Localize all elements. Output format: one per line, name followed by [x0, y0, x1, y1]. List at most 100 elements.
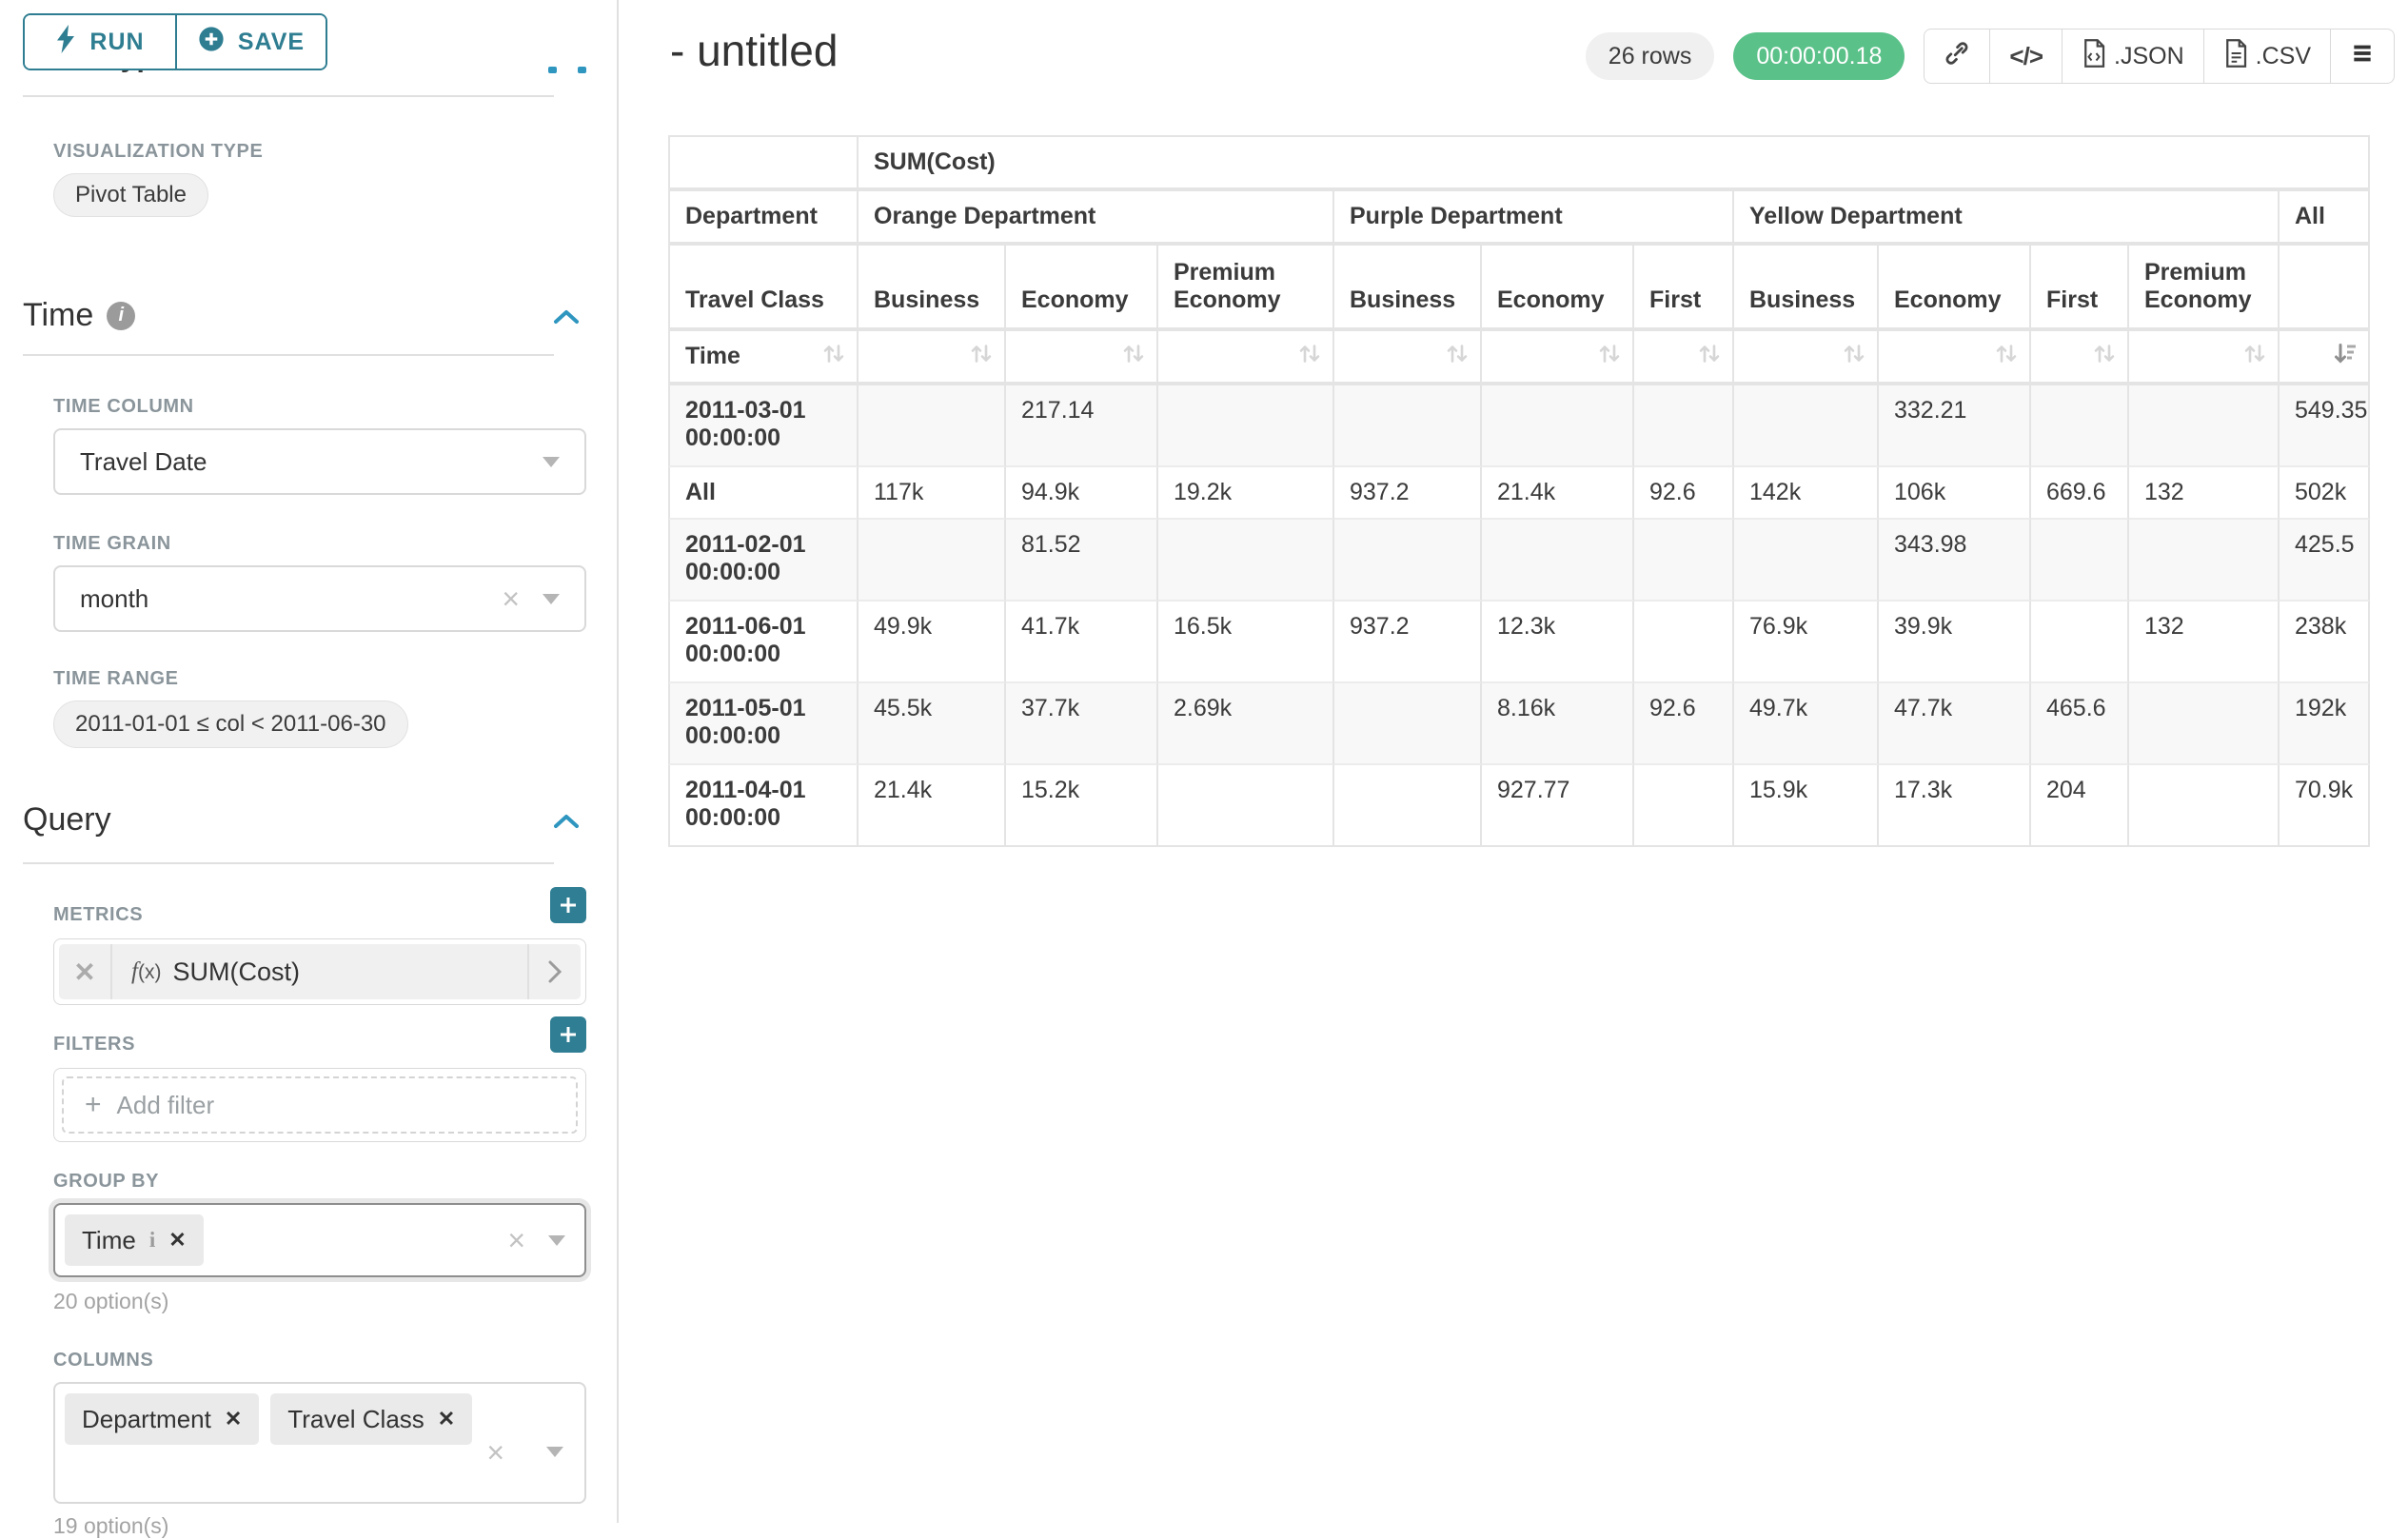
chevron-right-icon[interactable]: [527, 944, 581, 999]
col-sort-header[interactable]: [1879, 331, 2031, 385]
add-metric-button[interactable]: [550, 887, 586, 923]
pivot-cell: 669.6: [2031, 467, 2129, 520]
chevron-up-icon[interactable]: [552, 308, 581, 326]
menu-icon: [2350, 41, 2375, 72]
pivot-cell: [1634, 765, 1734, 847]
clear-icon[interactable]: ×: [507, 1225, 525, 1255]
remove-tag-icon[interactable]: ✕: [438, 1407, 455, 1431]
col-sort-header[interactable]: [2280, 331, 2370, 385]
view-query-button[interactable]: </>: [1990, 30, 2063, 83]
metric-pill[interactable]: ✕ f(x) SUM(Cost): [59, 944, 581, 999]
time-column-select[interactable]: Travel Date: [53, 428, 586, 495]
bolt-icon: [55, 25, 76, 60]
sort-desc-icon[interactable]: [2332, 340, 2359, 373]
group-by-tag-time[interactable]: Time i ✕: [65, 1214, 204, 1266]
pivot-cell: 92.6: [1634, 683, 1734, 765]
pivot-cell: [1482, 520, 1634, 602]
pivot-cell: 502k: [2280, 467, 2370, 520]
pivot-cell: [1334, 765, 1482, 847]
add-filter-button[interactable]: + Add filter: [62, 1076, 578, 1134]
columns-tag-travel-class[interactable]: Travel Class ✕: [270, 1393, 472, 1445]
group-by-select[interactable]: Time i ✕ ×: [53, 1203, 586, 1277]
columns-select[interactable]: Department ✕ Travel Class ✕ ×: [53, 1382, 586, 1504]
sort-icon[interactable]: [820, 340, 847, 373]
remove-metric-icon[interactable]: ✕: [59, 944, 112, 999]
remove-tag-icon[interactable]: ✕: [168, 1228, 186, 1253]
pivot-cell: 16.5k: [1158, 602, 1334, 683]
pivot-cell: [1634, 520, 1734, 602]
more-menu-button[interactable]: [2331, 30, 2394, 83]
col-sort-header[interactable]: [1334, 331, 1482, 385]
col-sort-header[interactable]: [1482, 331, 1634, 385]
run-button[interactable]: RUN: [25, 15, 175, 69]
pivot-cell: [1734, 385, 1879, 467]
pivot-cell: [1734, 520, 1879, 602]
export-csv-button[interactable]: .CSV: [2204, 30, 2331, 83]
clear-icon[interactable]: ×: [486, 1437, 504, 1468]
chevron-up-icon[interactable]: [552, 813, 581, 830]
pivot-cell: 465.6: [2031, 683, 2129, 765]
tag-label: Department: [82, 1405, 211, 1434]
panel-topbar: RUN SAVE: [0, 0, 617, 70]
col-sort-header[interactable]: [1734, 331, 1879, 385]
export-json-button[interactable]: .JSON: [2063, 30, 2204, 83]
sort-icon[interactable]: [2241, 340, 2268, 373]
pivot-cell: 142k: [1734, 467, 1879, 520]
chart-title[interactable]: - untitled: [670, 25, 838, 76]
time-range-pill[interactable]: 2011-01-01 ≤ col < 2011-06-30: [53, 700, 408, 748]
sort-icon[interactable]: [1444, 340, 1470, 373]
add-filter-plus-button[interactable]: [550, 1016, 586, 1053]
remove-tag-icon[interactable]: ✕: [225, 1407, 242, 1431]
time-grain-select[interactable]: month ×: [53, 565, 586, 632]
pivot-cell: 94.9k: [1006, 467, 1158, 520]
pivot-cell: 425.5: [2280, 520, 2370, 602]
pivot-cell: [859, 520, 1006, 602]
col-sort-header[interactable]: [1158, 331, 1334, 385]
pivot-cell: 117k: [859, 467, 1006, 520]
add-filter-label: Add filter: [117, 1091, 215, 1120]
pivot-cell: 238k: [2280, 602, 2370, 683]
columns-tag-department[interactable]: Department ✕: [65, 1393, 259, 1445]
sort-icon[interactable]: [1993, 340, 2020, 373]
sort-icon[interactable]: [1696, 340, 1723, 373]
col-sort-header[interactable]: [1634, 331, 1734, 385]
group-by-options-note: 20 option(s): [53, 1289, 168, 1314]
code-icon: </>: [2009, 42, 2043, 71]
pivot-cell: 45.5k: [859, 683, 1006, 765]
save-button[interactable]: SAVE: [175, 15, 326, 69]
tag-label: Travel Class: [287, 1405, 424, 1434]
time-range-label: TIME RANGE: [53, 668, 179, 690]
pivot-cell: 76.9k: [1734, 602, 1879, 683]
pivot-cell: 15.2k: [1006, 765, 1158, 847]
sort-icon[interactable]: [1120, 340, 1147, 373]
pivot-cell: 81.52: [1006, 520, 1158, 602]
pivot-row-label: 2011-02-01 00:00:00: [668, 520, 859, 602]
clear-icon[interactable]: ×: [502, 583, 520, 614]
sort-icon[interactable]: [1596, 340, 1623, 373]
col-sort-header[interactable]: [1006, 331, 1158, 385]
sort-icon[interactable]: [1296, 340, 1323, 373]
sort-icon[interactable]: [1841, 340, 1867, 373]
pivot-cell: 17.3k: [1879, 765, 2031, 847]
col-sort-header[interactable]: [859, 331, 1006, 385]
pivot-cell: [1634, 602, 1734, 683]
section-divider: [23, 354, 554, 356]
share-link-button[interactable]: [1924, 30, 1990, 83]
time-sort-header[interactable]: Time: [668, 331, 859, 385]
pivot-cell: 2.69k: [1158, 683, 1334, 765]
col-sort-header[interactable]: [2031, 331, 2129, 385]
col-sort-header[interactable]: [2129, 331, 2280, 385]
pivot-cell: [1334, 683, 1482, 765]
json-label: .JSON: [2114, 43, 2184, 70]
time-grain-label: TIME GRAIN: [53, 533, 171, 555]
pivot-cell: [2129, 765, 2280, 847]
sort-icon[interactable]: [2091, 340, 2118, 373]
visualization-type-label: VISUALIZATION TYPE: [53, 141, 263, 163]
visualization-type-pill[interactable]: Pivot Table: [53, 173, 208, 217]
pivot-cell: 49.9k: [859, 602, 1006, 683]
sort-icon[interactable]: [968, 340, 995, 373]
